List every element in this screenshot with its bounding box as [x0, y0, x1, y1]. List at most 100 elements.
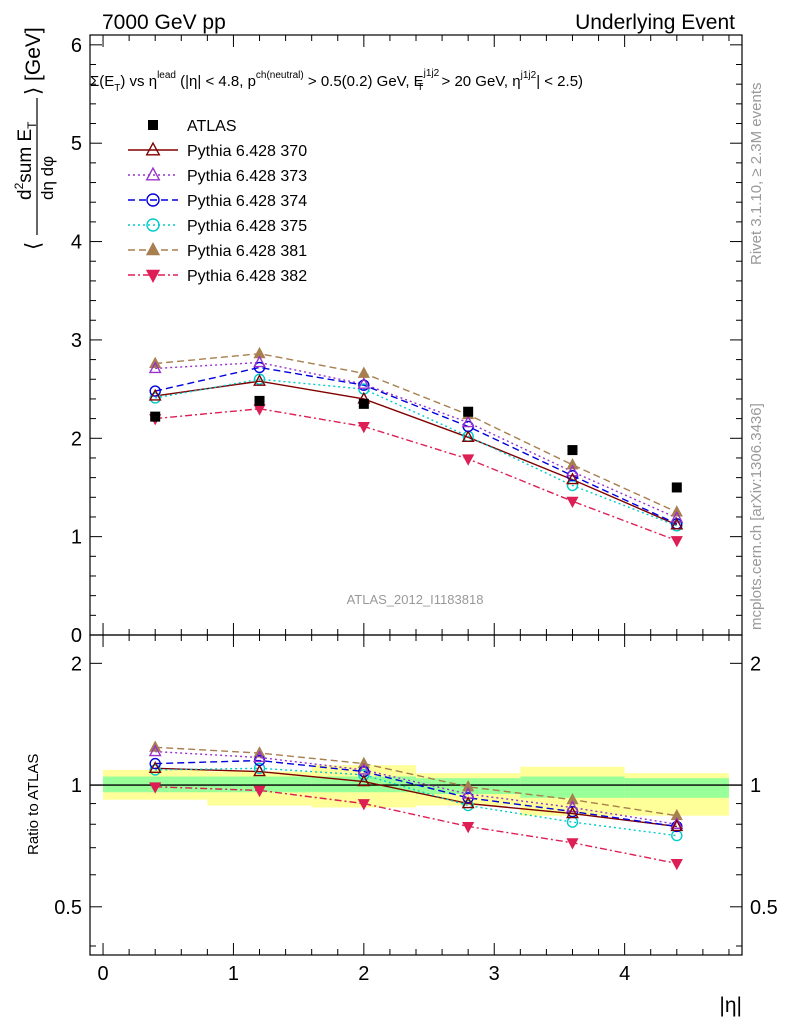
ratio-point-s4-p4 — [566, 792, 579, 805]
ratio-point-s1-p0 — [148, 744, 162, 757]
main-point-s2-p1 — [253, 355, 266, 368]
main-point-s1-p3 — [461, 430, 475, 442]
ratio-series-line-5 — [155, 786, 677, 865]
main-point-s3-p2 — [358, 379, 370, 391]
ratio-y-tick-label: 0.5 — [54, 897, 82, 919]
main-series-line-3 — [155, 366, 678, 525]
data-point-5 — [671, 482, 682, 493]
main-point-s1-p0 — [148, 388, 162, 401]
x-tick-label: 0 — [97, 963, 108, 985]
main-point-s5-p4 — [566, 458, 579, 470]
legend-marker-1 — [145, 141, 161, 156]
ratio-point-s5-p2 — [357, 799, 370, 811]
x-tick-label: 2 — [358, 963, 369, 985]
ratio-point-s1-p1 — [253, 750, 266, 763]
main-y-tick-label: 5 — [71, 133, 82, 155]
main-point-s1-p1 — [253, 374, 266, 386]
ratio-point-s4-p3 — [462, 780, 475, 792]
rivet-label: Rivet 3.1.10, ≥ 2.3M events — [748, 83, 765, 266]
analysis-label: Underlying Event — [575, 11, 735, 34]
main-point-s6-p2 — [357, 421, 370, 434]
main-point-s4-p0 — [149, 392, 161, 404]
main-y-tick-label: 2 — [71, 428, 82, 450]
main-point-s5-p2 — [357, 366, 370, 378]
legend-label-2: Pythia 6.428 373 — [187, 168, 307, 185]
main-point-s2-p2 — [357, 376, 371, 389]
ratio-point-s3-p1 — [253, 762, 266, 775]
ratio-point-s5-p4 — [566, 838, 579, 850]
data-point-3 — [463, 406, 474, 417]
main-series-line-6 — [155, 408, 678, 542]
ratio-y-tick-label-right: 0.5 — [750, 897, 778, 919]
legend-marker-6 — [145, 269, 161, 283]
ratio-point-s0-p5 — [670, 819, 684, 832]
main-series-line-2 — [155, 361, 678, 519]
main-point-s6-p4 — [566, 496, 579, 509]
x-tick-label: 3 — [489, 963, 500, 985]
data-point-0 — [150, 411, 161, 422]
ratio-point-s2-p0 — [149, 757, 161, 770]
ratio-y-tick-label: 2 — [71, 653, 82, 675]
ratio-point-s5-p1 — [253, 785, 266, 798]
ratio-point-s1-p5 — [670, 817, 684, 829]
ratio-series-line-3 — [155, 767, 677, 837]
legend-label-5: Pythia 6.428 381 — [187, 243, 307, 260]
ratio-point-s0-p3 — [461, 796, 475, 809]
legend-label-4: Pythia 6.428 375 — [187, 218, 307, 235]
svg-text:⟩ [GeV]: ⟩ [GeV] — [22, 27, 45, 95]
x-tick-label: 1 — [228, 963, 239, 985]
main-y-tick-label: 4 — [71, 232, 82, 254]
energy-label: 7000 GeV pp — [102, 11, 226, 34]
ratio-point-s1-p4 — [566, 800, 579, 813]
uncertainty-band-inner-4 — [520, 776, 625, 798]
legend-marker-3 — [146, 193, 160, 207]
legend-marker-4 — [146, 218, 160, 232]
ratio-point-s0-p1 — [253, 764, 266, 777]
legend-label-1: Pythia 6.428 370 — [187, 143, 307, 160]
main-series-line-5 — [155, 352, 678, 513]
legend-marker-0 — [148, 120, 158, 130]
ratio-point-s0-p0 — [148, 761, 162, 774]
ratio-point-s5-p3 — [462, 821, 475, 834]
svg-text:dη dφ: dη dφ — [38, 156, 57, 200]
ratio-point-s0-p4 — [566, 806, 579, 819]
legend-marker-5 — [145, 242, 161, 256]
svg-text:d2sum ET: d2sum ET — [12, 121, 39, 200]
main-point-s3-p0 — [149, 385, 161, 397]
main-point-s6-p5 — [670, 536, 683, 548]
main-point-s3-p1 — [253, 361, 266, 374]
ratio-point-s3-p0 — [149, 764, 161, 776]
x-axis-label: |η| — [719, 994, 742, 1017]
ratio-point-s3-p3 — [462, 799, 474, 812]
main-point-s2-p0 — [148, 361, 162, 374]
ratio-point-s0-p2 — [357, 774, 371, 787]
analysis-watermark: ATLAS_2012_I1183818 — [347, 592, 484, 607]
data-point-2 — [358, 398, 369, 409]
legend-marker-2 — [145, 166, 161, 181]
main-point-s2-p3 — [461, 415, 475, 428]
main-y-tick-label: 1 — [71, 527, 82, 549]
uncertainty-band-inner-5 — [624, 778, 729, 798]
main-series-line-1 — [155, 380, 678, 526]
ratio-point-s5-p5 — [670, 858, 683, 871]
ratio-y-tick-label: 1 — [71, 775, 82, 797]
ratio-point-s1-p2 — [357, 762, 371, 775]
ratio-point-s3-p2 — [358, 769, 370, 781]
main-y-tick-label: 3 — [71, 330, 82, 352]
main-point-s2-p5 — [670, 510, 684, 523]
plot-title: Σ(ET) vs ηlead (|η| < 4.8, pch(neutral) … — [90, 68, 583, 94]
main-point-s1-p5 — [670, 517, 684, 530]
main-series-line-4 — [155, 378, 678, 527]
main-y-tick-label: 6 — [71, 35, 82, 57]
ratio-point-s5-p0 — [149, 782, 162, 794]
main-point-s6-p3 — [462, 454, 475, 466]
main-point-s1-p4 — [566, 472, 579, 485]
data-point-4 — [567, 445, 578, 456]
main-y-tick-label: 0 — [71, 625, 82, 647]
ratio-y-axis-label: Ratio to ATLAS — [25, 754, 42, 855]
ratio-y-tick-label-right: 1 — [750, 775, 761, 797]
x-tick-label: 4 — [619, 963, 630, 985]
legend-label-6: Pythia 6.428 382 — [187, 268, 307, 285]
ratio-y-tick-label-right: 2 — [750, 653, 761, 675]
